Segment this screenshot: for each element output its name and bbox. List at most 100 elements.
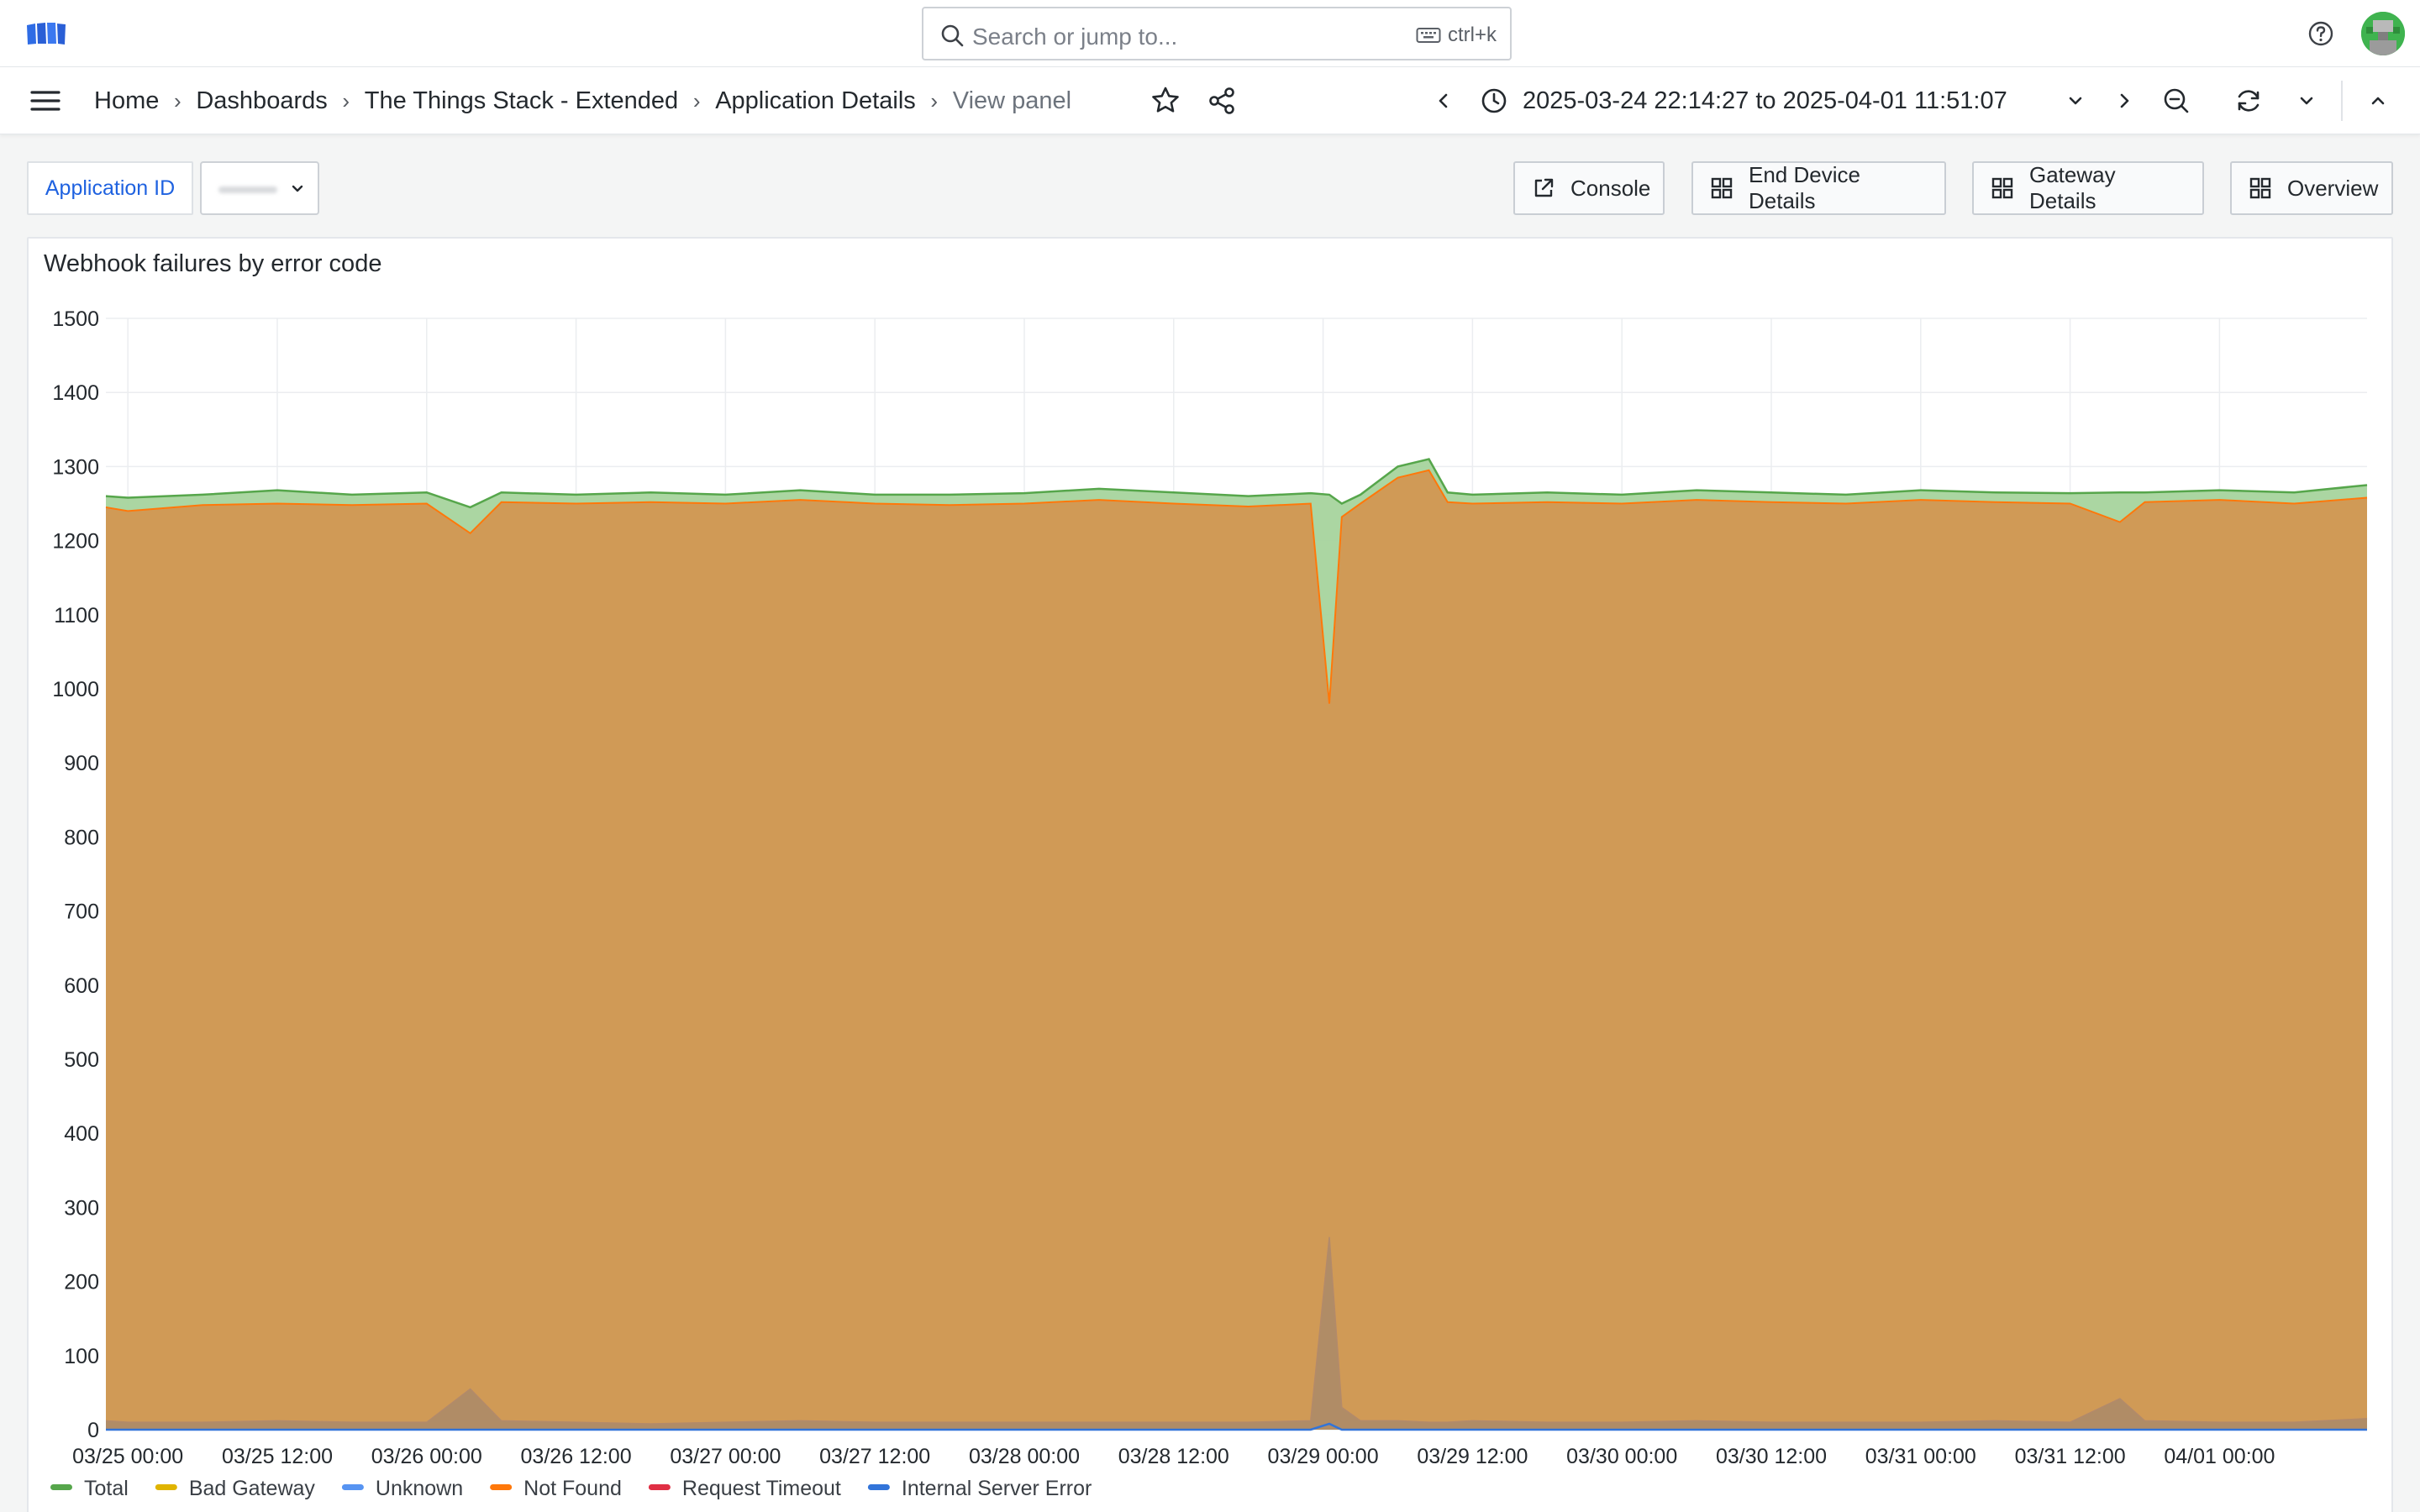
overview-link-button[interactable]: Overview — [2230, 161, 2393, 215]
legend-label: Not Found — [523, 1477, 622, 1500]
avatar-image — [2361, 12, 2405, 55]
breadcrumb-view-panel: View panel — [952, 87, 1072, 114]
y-tick-label: 1000 — [52, 678, 99, 701]
keyboard-shortcut: ctrl+k — [1416, 24, 1497, 47]
legend-swatch — [867, 1484, 890, 1490]
x-tick-label: 03/30 00:00 — [1566, 1445, 1677, 1468]
y-tick-label: 1100 — [54, 604, 99, 627]
x-tick-label: 03/30 12:00 — [1716, 1445, 1827, 1468]
keyboard-icon — [1416, 28, 1441, 43]
legend-swatch — [50, 1484, 72, 1490]
y-tick-label: 300 — [64, 1196, 99, 1220]
y-tick-label: 800 — [64, 826, 99, 849]
chevron-right-icon: › — [692, 87, 701, 113]
gateway-details-link-button[interactable]: Gateway Details — [1972, 161, 2204, 215]
total-line — [105, 458, 2368, 509]
bad-gateway-line — [105, 1236, 2368, 1425]
chevron-down-icon[interactable] — [2059, 84, 2092, 118]
star-icon[interactable] — [1149, 84, 1182, 118]
variable-label: Application ID — [27, 161, 193, 215]
shortcut-label: ctrl+k — [1447, 24, 1497, 46]
user-avatar[interactable] — [2361, 12, 2405, 55]
y-tick-label: 400 — [64, 1122, 99, 1146]
chevron-left-icon[interactable] — [1427, 84, 1460, 118]
y-tick-label: 600 — [64, 974, 99, 998]
y-tick-label: 200 — [64, 1271, 99, 1294]
legend-label: Unknown — [376, 1477, 463, 1500]
end-device-details-link-button[interactable]: End Device Details — [1691, 161, 1946, 215]
chevron-up-icon[interactable] — [2361, 84, 2395, 118]
search-input[interactable]: Search or jump to... ctrl+k — [922, 7, 1512, 60]
refresh-icon[interactable] — [2232, 84, 2265, 118]
legend-swatch — [648, 1484, 671, 1490]
console-link-button[interactable]: Console — [1513, 161, 1665, 215]
navigation-bar: Home › Dashboards › The Things Stack - E… — [0, 67, 2420, 134]
chevron-right-icon: › — [342, 87, 350, 113]
chevron-down-icon — [292, 185, 303, 192]
not-found-line — [105, 469, 2368, 704]
chevron-right-icon: › — [174, 87, 182, 113]
clock-icon — [1481, 88, 1507, 113]
area-chart[interactable]: 0 100 200 300 400 500 600 700 800 900 1000 1100 1200… — [29, 239, 2391, 1512]
top-bar: Search or jump to... ctrl+k — [0, 0, 2420, 67]
legend-label: Total — [84, 1477, 129, 1500]
x-tick-label: 03/26 00:00 — [371, 1445, 482, 1468]
x-tick-label: 03/28 12:00 — [1118, 1445, 1229, 1468]
breadcrumb: Home › Dashboards › The Things Stack - E… — [94, 84, 1071, 118]
legend-swatch — [490, 1484, 513, 1490]
y-tick-label: 1200 — [52, 530, 99, 554]
overview-label: Overview — [2287, 175, 2379, 201]
x-tick-label: 03/26 12:00 — [521, 1445, 632, 1468]
search-icon — [941, 24, 964, 47]
internal-server-error-line — [106, 1422, 2367, 1431]
x-tick-label: 03/29 12:00 — [1417, 1445, 1528, 1468]
x-tick-label: 03/31 00:00 — [1865, 1445, 1976, 1468]
x-tick-label: 03/27 12:00 — [819, 1445, 930, 1468]
legend-swatch — [155, 1484, 177, 1490]
legend-label: Bad Gateway — [189, 1477, 316, 1500]
dashboard-grid-icon — [1711, 177, 1733, 199]
console-label: Console — [1570, 175, 1651, 201]
x-tick-label: 03/25 12:00 — [222, 1445, 333, 1468]
not-found-area — [106, 470, 2367, 1430]
y-tick-label: 700 — [64, 900, 99, 924]
breadcrumb-application-details[interactable]: Application Details — [715, 87, 916, 114]
y-tick-label: 1400 — [52, 381, 99, 405]
y-tick-label: 500 — [64, 1048, 99, 1072]
y-tick-label: 1300 — [52, 455, 99, 479]
x-tick-label: 03/29 00:00 — [1268, 1445, 1379, 1468]
gateway-details-label: Gateway Details — [2029, 162, 2116, 213]
share-icon[interactable] — [1205, 84, 1239, 118]
dashboard-grid-icon — [1991, 177, 2013, 199]
breadcrumb-dashboard[interactable]: The Things Stack - Extended — [364, 87, 679, 114]
zoom-out-icon[interactable] — [2160, 84, 2193, 118]
search-placeholder: Search or jump to... — [972, 24, 1178, 50]
chart-panel: Webhook failures by error code 0 100 200 30… — [27, 237, 2393, 1512]
divider — [2341, 81, 2343, 121]
legend-label: Internal Server Error — [902, 1477, 1092, 1500]
refresh-interval-chevron-icon[interactable] — [2290, 84, 2323, 118]
help-icon[interactable] — [2306, 18, 2336, 49]
legend-swatch — [341, 1484, 364, 1490]
application-id-select[interactable] — [200, 161, 319, 215]
legend-label: Request Timeout — [682, 1477, 841, 1500]
external-link-icon — [1534, 178, 1554, 197]
menu-icon[interactable] — [29, 86, 62, 116]
chevron-right-icon: › — [930, 87, 939, 113]
breadcrumb-dashboards[interactable]: Dashboards — [196, 87, 328, 114]
dashboard-grid-icon — [2249, 177, 2271, 199]
y-tick-label: 0 — [87, 1419, 99, 1442]
y-tick-label: 100 — [64, 1345, 99, 1368]
time-range-picker[interactable]: 2025-03-24 22:14:27 to 2025-04-01 11:51:… — [1523, 87, 2007, 114]
breadcrumb-home[interactable]: Home — [94, 87, 160, 114]
selected-value — [218, 186, 277, 193]
x-tick-label: 03/28 00:00 — [969, 1445, 1080, 1468]
y-tick-label: 900 — [64, 752, 99, 775]
chevron-right-icon[interactable] — [2107, 84, 2141, 118]
grafana-logo-icon[interactable] — [25, 20, 67, 47]
x-tick-label: 04/01 00:00 — [2164, 1445, 2275, 1468]
panel-title: Webhook failures by error code — [44, 250, 382, 277]
x-tick-label: 03/27 00:00 — [670, 1445, 781, 1468]
x-tick-label: 03/31 12:00 — [2015, 1445, 2126, 1468]
x-tick-label: 03/25 00:00 — [72, 1445, 183, 1468]
